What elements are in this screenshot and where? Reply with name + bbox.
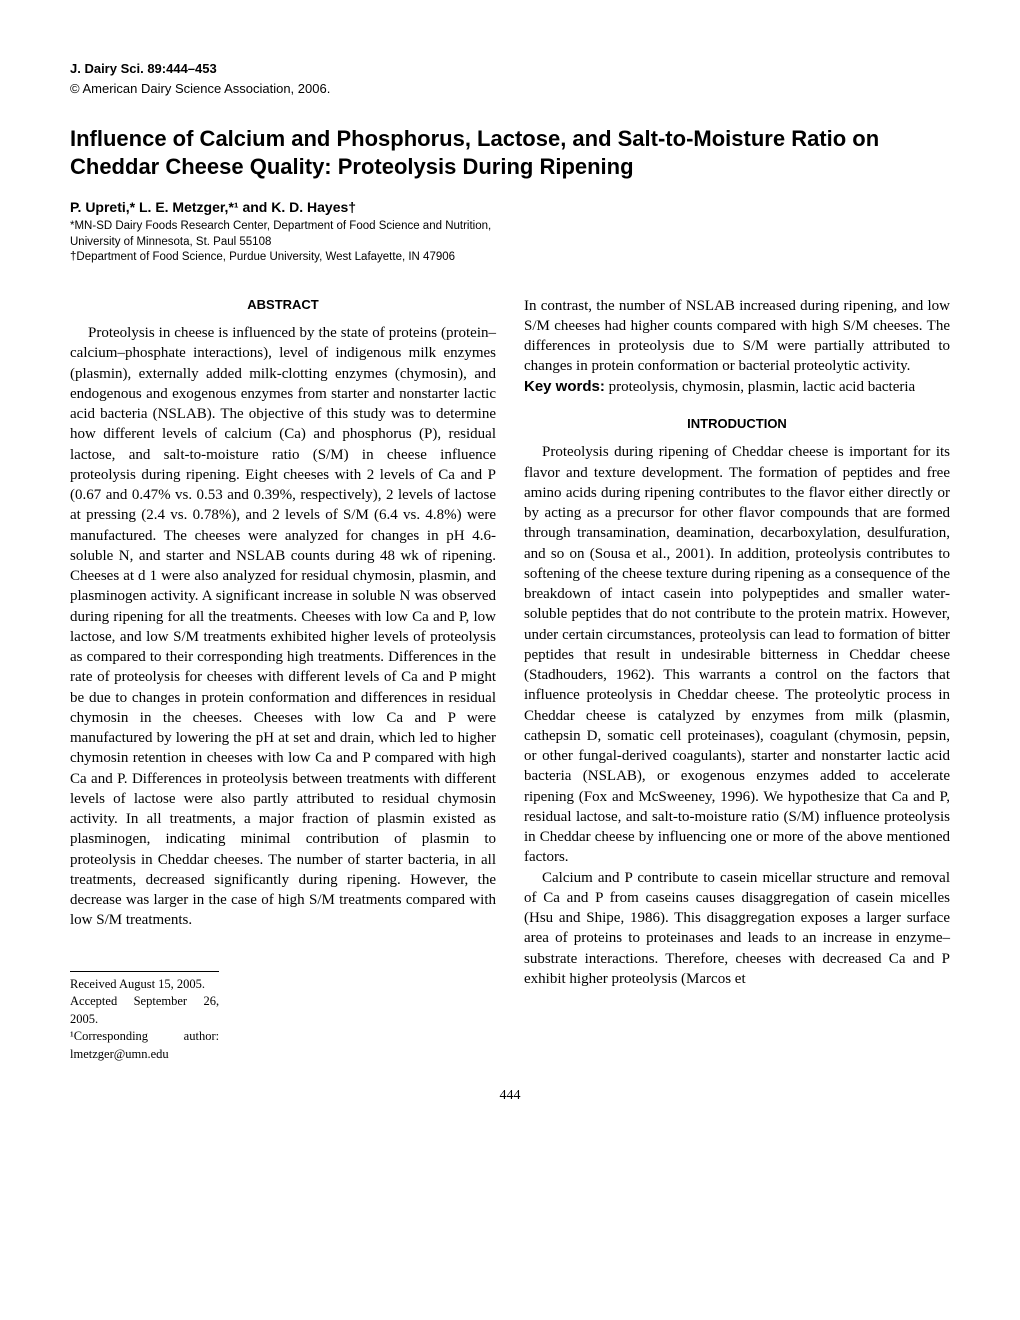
- author-list: P. Upreti,* L. E. Metzger,*¹ and K. D. H…: [70, 198, 950, 217]
- copyright-line: © American Dairy Science Association, 20…: [70, 80, 950, 98]
- accepted-date: Accepted September 26, 2005.: [70, 993, 219, 1028]
- abstract-text: Proteolysis in cheese is influenced by t…: [70, 323, 496, 931]
- right-column: In contrast, the number of NSLAB increas…: [524, 296, 950, 1064]
- introduction-heading: INTRODUCTION: [524, 415, 950, 433]
- intro-paragraph-2: Calcium and P contribute to casein micel…: [524, 868, 950, 990]
- footnotes-block: Received August 15, 2005. Accepted Septe…: [70, 971, 219, 1064]
- received-date: Received August 15, 2005.: [70, 976, 219, 994]
- affiliations-block: *MN-SD Dairy Foods Research Center, Depa…: [70, 219, 950, 266]
- journal-header: J. Dairy Sci. 89:444–453 © American Dair…: [70, 60, 950, 97]
- two-column-body: ABSTRACT Proteolysis in cheese is influe…: [70, 296, 950, 1064]
- abstract-continuation: In contrast, the number of NSLAB increas…: [524, 298, 950, 375]
- affiliation-line: *MN-SD Dairy Foods Research Center, Depa…: [70, 219, 950, 235]
- left-column: ABSTRACT Proteolysis in cheese is influe…: [70, 296, 496, 1064]
- article-title: Influence of Calcium and Phosphorus, Lac…: [70, 125, 950, 180]
- affiliation-line: University of Minnesota, St. Paul 55108: [70, 235, 950, 251]
- intro-paragraph-1: Proteolysis during ripening of Cheddar c…: [524, 442, 950, 867]
- page-number: 444: [70, 1087, 950, 1106]
- corresponding-author: ¹Corresponding author: lmetzger@umn.edu: [70, 1028, 219, 1063]
- keywords-label: Key words:: [524, 378, 605, 395]
- journal-citation: J. Dairy Sci. 89:444–453: [70, 60, 950, 78]
- affiliation-line: †Department of Food Science, Purdue Univ…: [70, 250, 950, 266]
- keywords-text: proteolysis, chymosin, plasmin, lactic a…: [605, 379, 915, 395]
- abstract-heading: ABSTRACT: [70, 296, 496, 314]
- keywords-line: Key words: proteolysis, chymosin, plasmi…: [524, 377, 950, 397]
